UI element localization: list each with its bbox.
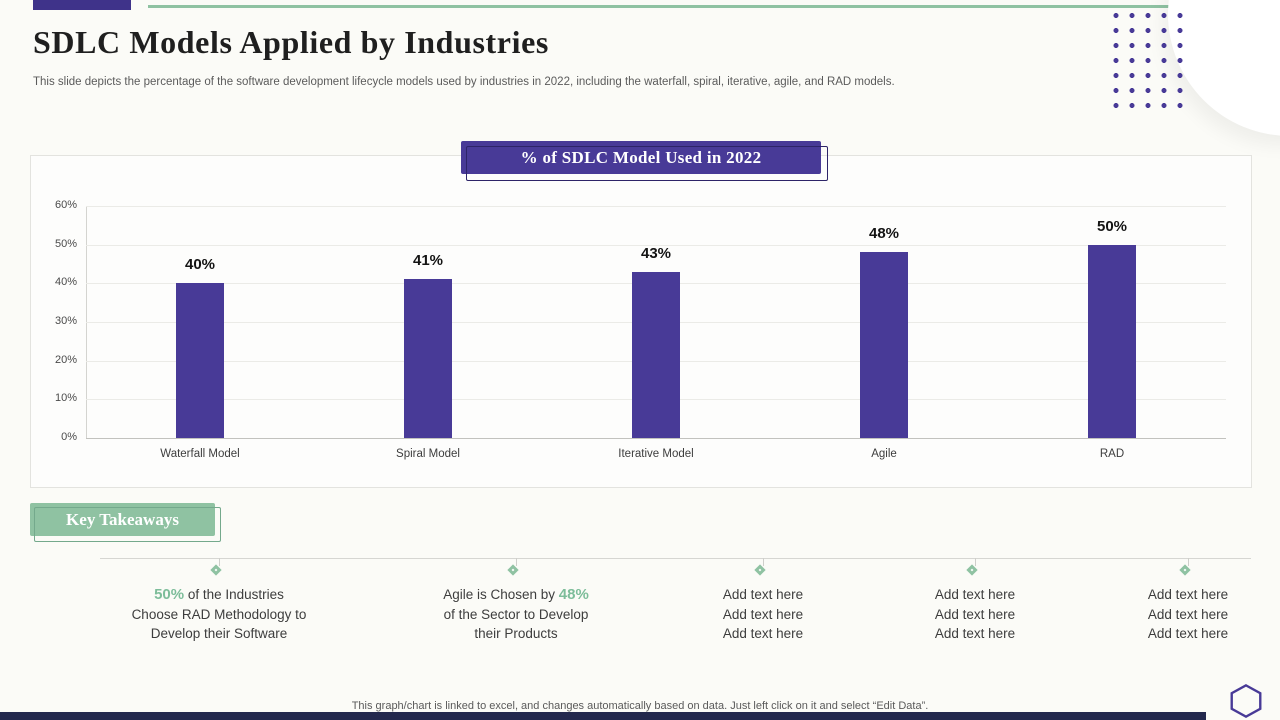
bottom-accent-bar: [0, 712, 1206, 720]
takeaway-line: of the Sector to Develop: [401, 605, 631, 625]
dots-pattern: [1108, 8, 1188, 113]
takeaway-text: Add text here: [934, 606, 1016, 622]
takeaway-line: Add text here: [1073, 605, 1280, 625]
takeaway-item: Add text here Add text here Add text here: [648, 585, 878, 644]
takeaway-text: Add text here: [722, 626, 804, 641]
top-green-line: [148, 5, 1205, 8]
footer-note: This graph/chart is linked to excel, and…: [351, 700, 929, 712]
timeline-stem: [516, 558, 517, 566]
takeaway-line: Add text here: [860, 605, 1090, 625]
takeaway-item: 50% of the Industries Choose RAD Methodol…: [104, 585, 334, 644]
takeaway-text: their Products: [474, 626, 558, 641]
x-category-label: Spiral Model: [396, 448, 460, 460]
bar-value-label: 40%: [184, 256, 216, 274]
takeaway-text: Add text here: [722, 606, 804, 622]
takeaway-text: of the Industries: [184, 587, 284, 602]
page-subtitle: This slide depicts the percentage of the…: [33, 76, 895, 88]
y-tick-label: 50%: [54, 237, 77, 250]
x-category-label: Iterative Model: [618, 448, 694, 460]
y-tick-label: 40%: [54, 276, 77, 289]
diamond-marker: [507, 564, 519, 576]
y-tick-label: 30%: [54, 315, 77, 327]
bar: [1088, 244, 1136, 438]
takeaway-item: Agile is Chosen by 48% of the Sector to D…: [401, 585, 631, 644]
takeaway-highlight: 48%: [558, 586, 589, 603]
takeaway-text: Add text here: [934, 626, 1016, 641]
timeline-stem: [763, 558, 764, 566]
diamond-marker: [210, 564, 222, 576]
chart-title-badge: % of SDLC Model Used in 2022: [461, 141, 828, 181]
takeaway-line: Add text here: [1073, 624, 1280, 644]
takeaway-text: Add text here: [722, 587, 804, 602]
takeaway-line: Add text here: [648, 624, 878, 644]
bar: [404, 279, 452, 438]
takeaway-line: Add text here: [1073, 585, 1280, 605]
x-category-label: Waterfall Model: [160, 448, 240, 460]
takeaway-line: Add text here: [860, 585, 1090, 605]
plot-area: 60% 50% 40% 30% 20% 10% 0% 40% Waterfall Model 41…: [31, 156, 1251, 487]
x-category-label: Agile: [871, 448, 897, 460]
takeaway-highlight: 50%: [154, 586, 185, 603]
takeaways-timeline: [100, 558, 1251, 559]
bar: [632, 271, 680, 438]
diamond-marker: [1179, 564, 1191, 576]
bar-value-label: 41%: [412, 252, 444, 270]
takeaway-item: Add text here Add text here Add text here: [1073, 585, 1280, 644]
takeaway-item: Add text here Add text here Add text here: [860, 585, 1090, 644]
y-tick-label: 60%: [54, 199, 77, 211]
key-takeaways-badge: Key Takeaways: [30, 503, 221, 542]
bar-value-label: 43%: [640, 244, 672, 262]
timeline-stem: [219, 558, 220, 566]
takeaway-line: Add text here: [648, 585, 878, 605]
takeaway-line: Add text here: [648, 605, 878, 625]
gridline: [86, 244, 1226, 246]
key-takeaways-label: Key Takeaways: [66, 509, 179, 529]
timeline-stem: [1188, 558, 1189, 566]
bar-value-label: 48%: [868, 225, 900, 243]
takeaway-text: Develop their Software: [150, 626, 288, 641]
takeaway-text: Add text here: [1147, 606, 1229, 622]
bar: [860, 252, 908, 438]
timeline-stem: [975, 558, 976, 566]
takeaway-text: Agile is Chosen by: [443, 587, 559, 602]
takeaway-line: 50% of the Industries: [104, 585, 334, 605]
diamond-marker: [754, 564, 766, 576]
gridline: [86, 438, 1226, 439]
takeaway-text: Add text here: [1147, 626, 1229, 641]
top-accent-bar: [33, 0, 131, 10]
y-tick-label: 0%: [61, 431, 77, 443]
bar-value-label: 50%: [1096, 217, 1128, 235]
takeaway-line: their Products: [401, 624, 631, 644]
takeaway-line: Develop their Software: [104, 624, 334, 644]
takeaway-line: Add text here: [860, 624, 1090, 644]
hexagon-icon: [1230, 684, 1262, 718]
takeaway-text: of the Sector to Develop: [443, 606, 589, 622]
bar: [176, 283, 224, 438]
chart-area[interactable]: 60% 50% 40% 30% 20% 10% 0% 40% Waterfall Model 41…: [30, 155, 1252, 488]
y-tick-label: 10%: [54, 392, 77, 405]
x-category-label: RAD: [1099, 448, 1125, 460]
gridline: [86, 206, 1226, 207]
page-title: SDLC Models Applied by Industries: [33, 24, 549, 60]
y-tick-label: 20%: [54, 353, 77, 366]
takeaway-text: Add text here: [1147, 587, 1229, 602]
diamond-marker: [966, 564, 978, 576]
takeaway-line: Choose RAD Methodology to: [104, 605, 334, 625]
takeaway-text: Add text here: [934, 587, 1016, 602]
takeaway-line: Agile is Chosen by 48%: [401, 585, 631, 605]
chart-title: % of SDLC Model Used in 2022: [520, 147, 762, 167]
takeaway-text: Choose RAD Methodology to: [131, 606, 307, 622]
